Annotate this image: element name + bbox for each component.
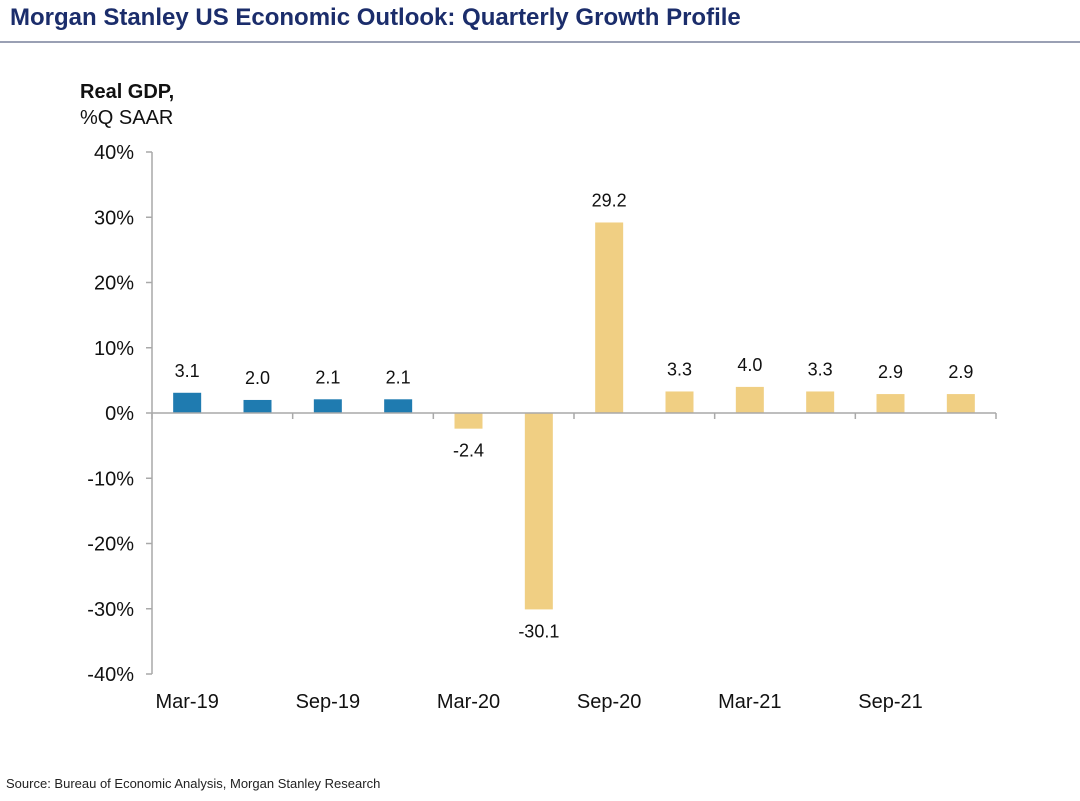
y-tick-label: 0%	[105, 403, 134, 425]
y-tick-label: 40%	[94, 142, 134, 164]
bar-dec-19	[384, 399, 413, 413]
y-tick-label: 20%	[94, 273, 134, 295]
title-divider	[0, 41, 1080, 43]
y-tick-label: -10%	[87, 468, 134, 490]
y-tick-label: 30%	[94, 207, 134, 229]
y-tick-label: 10%	[94, 338, 134, 360]
data-label: 2.9	[948, 362, 973, 382]
y-tick-label: -30%	[87, 599, 134, 621]
plot-area: 40% 30% 20% 10% 0% -10% -20% -30% -40% 3.1 2.0 2.1 2…	[87, 142, 997, 713]
bar-mar-19	[173, 392, 202, 413]
bar-jun-20	[524, 413, 553, 610]
source-note: Source: Bureau of Economic Analysis, Mor…	[6, 776, 381, 791]
x-tick-label: Sep-21	[858, 691, 923, 713]
bar-sep-21	[876, 394, 905, 413]
data-label: -2.4	[453, 441, 484, 461]
gdp-bar-chart: Real GDP, %Q SAAR 40% 30% 20% 10% 0% -10% -20%…	[80, 81, 997, 713]
y-axis-label-line1: Real GDP,	[80, 81, 174, 103]
data-label: -30.1	[518, 621, 559, 641]
bar-dec-21	[946, 394, 975, 413]
y-axis-label-line2: %Q SAAR	[80, 107, 173, 129]
data-label: 4.0	[737, 355, 762, 375]
data-label: 29.2	[592, 190, 627, 210]
data-label: 3.1	[175, 361, 200, 381]
data-label: 2.1	[315, 367, 340, 387]
bar-mar-21	[735, 386, 764, 413]
x-tick-label: Mar-21	[718, 691, 781, 713]
x-tick-label: Mar-19	[155, 691, 218, 713]
data-label: 2.0	[245, 368, 270, 388]
bar-jun-19	[243, 399, 272, 413]
data-label: 3.3	[808, 359, 833, 379]
bar-sep-19	[313, 399, 342, 413]
data-label: 2.1	[386, 367, 411, 387]
bar-jun-21	[806, 391, 835, 413]
chart-title: Morgan Stanley US Economic Outlook: Quar…	[10, 4, 741, 31]
data-label: 2.9	[878, 362, 903, 382]
bar-sep-20	[595, 222, 624, 413]
x-tick-label: Sep-20	[577, 691, 642, 713]
x-tick-label: Mar-20	[437, 691, 500, 713]
y-tick-label: -20%	[87, 534, 134, 556]
bar-dec-20	[665, 391, 694, 413]
y-tick-label: -40%	[87, 664, 134, 686]
x-tick-label: Sep-19	[296, 691, 361, 713]
data-label: 3.3	[667, 359, 692, 379]
bar-mar-20	[454, 413, 483, 429]
